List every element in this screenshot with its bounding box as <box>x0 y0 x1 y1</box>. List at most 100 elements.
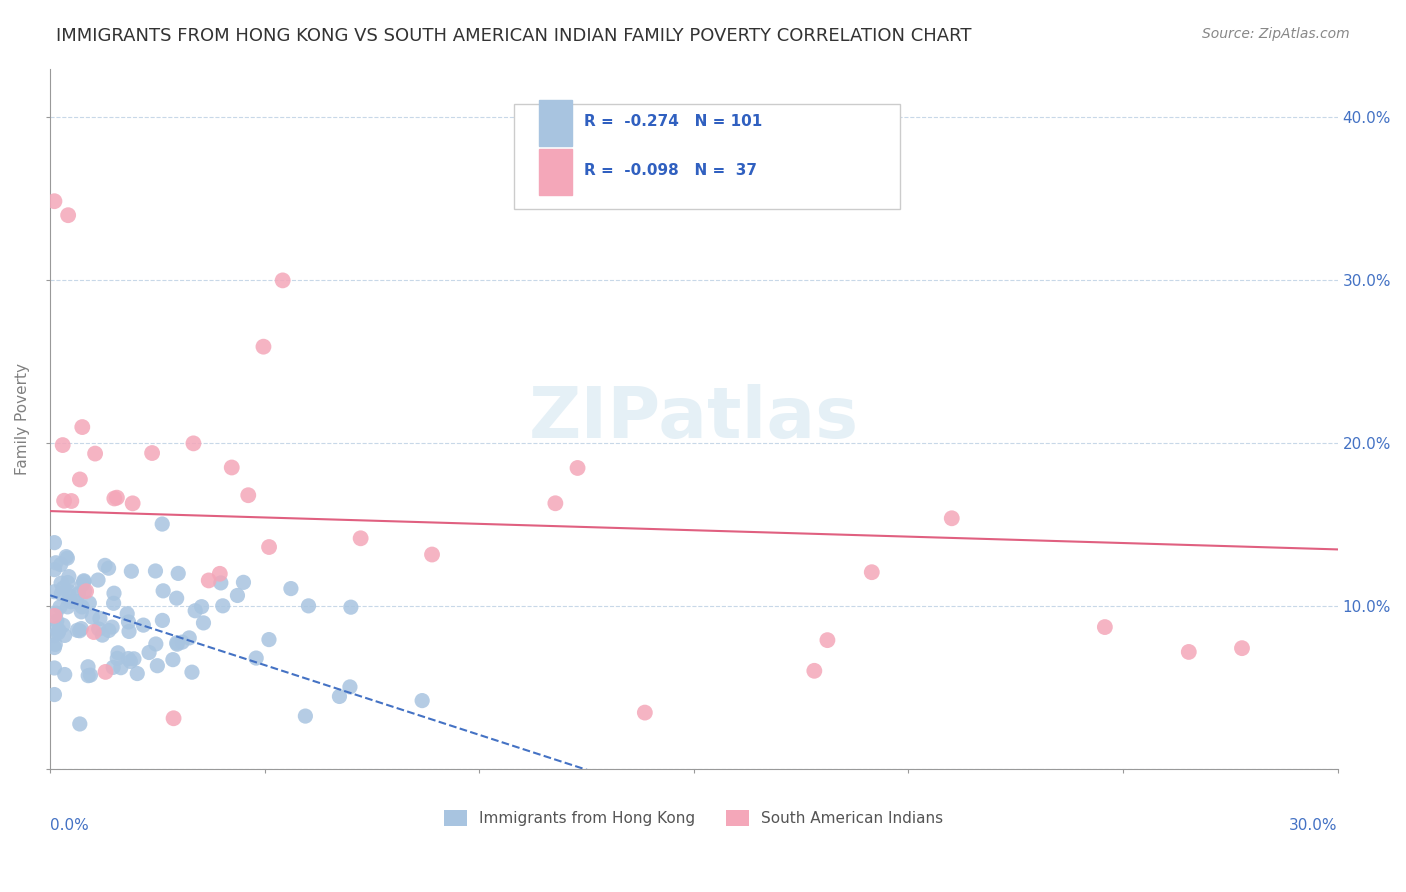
Point <box>55 549 77 564</box>
Point <box>65 594 87 608</box>
Bar <box>540 149 572 194</box>
Point <box>117 651 139 665</box>
Point <box>145 637 167 651</box>
Point <box>79 596 101 610</box>
Point <box>46 625 69 640</box>
Point <box>69 473 91 487</box>
Point <box>150 517 173 532</box>
Point <box>118 624 141 639</box>
Point <box>110 661 132 675</box>
Point <box>184 604 207 618</box>
Point <box>328 690 350 704</box>
Point <box>70 622 93 636</box>
Point <box>634 706 657 720</box>
Point <box>127 666 149 681</box>
Bar <box>540 100 572 145</box>
Point <box>101 620 124 634</box>
Point <box>79 668 101 682</box>
Point <box>350 531 373 545</box>
Point <box>172 635 194 649</box>
Point <box>53 667 76 681</box>
Point <box>117 615 139 629</box>
Point <box>221 460 243 475</box>
Point <box>146 658 169 673</box>
Text: Source: ZipAtlas.com: Source: ZipAtlas.com <box>1202 27 1350 41</box>
Point <box>75 584 97 599</box>
Point <box>44 608 66 623</box>
Point <box>83 625 105 640</box>
Y-axis label: Family Poverty: Family Poverty <box>15 363 30 475</box>
Point <box>138 646 160 660</box>
Point <box>103 586 125 600</box>
Point <box>339 680 361 694</box>
Point <box>141 446 163 460</box>
Legend: Immigrants from Hong Kong, South American Indians: Immigrants from Hong Kong, South America… <box>439 805 949 832</box>
Point <box>162 653 184 667</box>
Point <box>121 496 143 510</box>
Point <box>52 581 75 595</box>
Point <box>162 711 184 725</box>
Point <box>152 614 174 628</box>
Point <box>97 561 120 575</box>
Point <box>257 632 280 647</box>
Point <box>132 618 155 632</box>
Point <box>44 640 66 655</box>
Point <box>77 668 100 682</box>
Point <box>183 436 205 450</box>
Point <box>103 491 125 506</box>
FancyBboxPatch shape <box>513 103 900 209</box>
Point <box>226 589 249 603</box>
Point <box>56 575 79 590</box>
Point <box>190 599 212 614</box>
Point <box>45 621 67 635</box>
Point <box>70 599 93 614</box>
Point <box>87 573 110 587</box>
Point <box>860 565 883 579</box>
Point <box>44 584 66 599</box>
Point <box>52 438 75 452</box>
Text: ZIPatlas: ZIPatlas <box>529 384 859 453</box>
Point <box>208 566 231 581</box>
Point <box>120 654 142 668</box>
Point <box>803 664 825 678</box>
Point <box>105 651 128 665</box>
Point <box>257 540 280 554</box>
Point <box>52 618 75 632</box>
Point <box>48 624 70 638</box>
Point <box>44 688 66 702</box>
Point <box>53 628 76 642</box>
Point <box>49 558 72 572</box>
Point <box>44 637 66 651</box>
Point <box>58 589 80 603</box>
Point <box>70 578 93 592</box>
Point <box>232 575 254 590</box>
Point <box>297 599 319 613</box>
Point <box>340 600 363 615</box>
Point <box>294 709 316 723</box>
Point <box>167 566 190 581</box>
Point <box>56 551 79 566</box>
Point <box>82 610 104 624</box>
Point <box>73 574 96 589</box>
Point <box>94 665 117 679</box>
Point <box>941 511 963 525</box>
Point <box>567 461 589 475</box>
Text: IMMIGRANTS FROM HONG KONG VS SOUTH AMERICAN INDIAN FAMILY POVERTY CORRELATION CH: IMMIGRANTS FROM HONG KONG VS SOUTH AMERI… <box>56 27 972 45</box>
Point <box>66 624 89 638</box>
Point <box>238 488 260 502</box>
Point <box>152 583 174 598</box>
Point <box>56 208 79 222</box>
Point <box>271 273 294 287</box>
Point <box>49 599 72 614</box>
Point <box>87 622 110 636</box>
Point <box>51 587 73 601</box>
Point <box>245 651 267 665</box>
Text: 30.0%: 30.0% <box>1289 818 1337 833</box>
Point <box>815 633 838 648</box>
Point <box>1178 645 1201 659</box>
Point <box>252 340 274 354</box>
Point <box>411 693 433 707</box>
Point <box>94 558 117 573</box>
Point <box>89 611 111 625</box>
Point <box>69 624 91 638</box>
